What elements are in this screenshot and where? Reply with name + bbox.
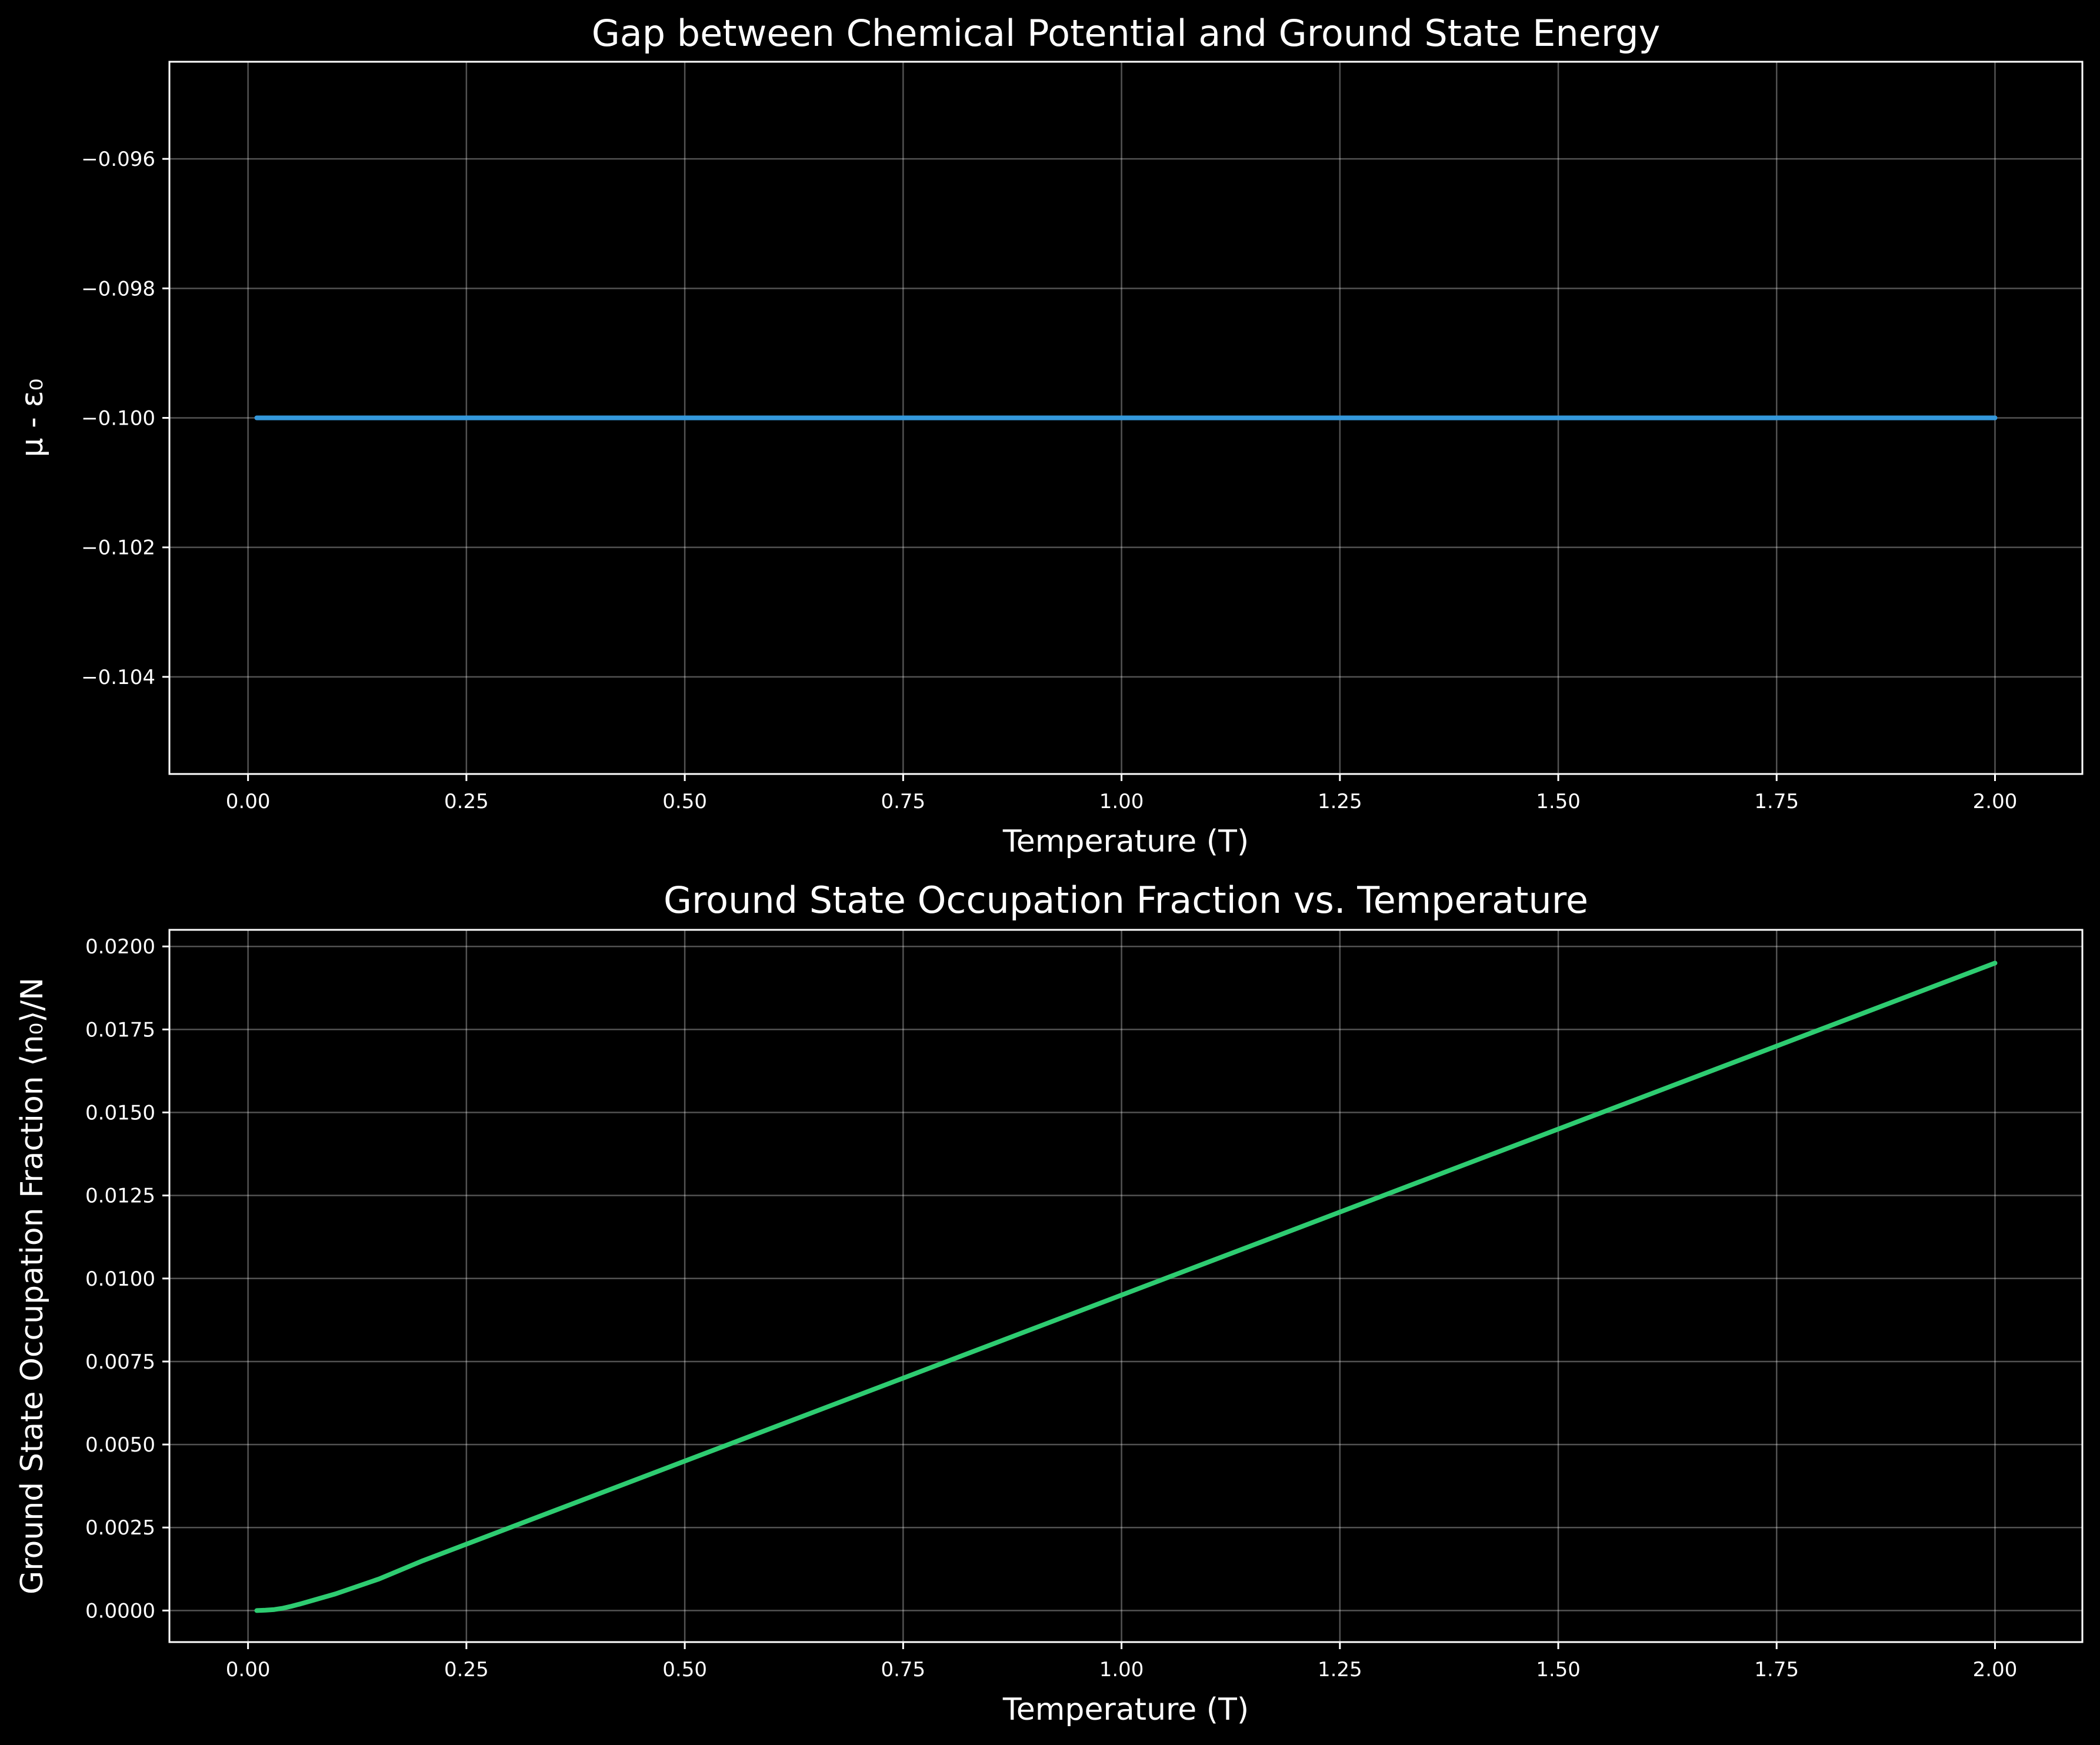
y-tick-label: 0.0200 [85, 935, 155, 959]
x-tick-label: 0.50 [662, 790, 707, 813]
x-axis-label-top: Temperature (T) [1002, 824, 1249, 859]
x-tick-label: 1.75 [1754, 1658, 1799, 1681]
series-bottom [254, 960, 1998, 1613]
x-tick-label: 2.00 [1973, 1658, 2018, 1681]
grid-bottom [169, 930, 2082, 1642]
x-tick-label: 0.50 [662, 1658, 707, 1681]
y-tick-label: −0.100 [81, 407, 155, 431]
y-tick-label: 0.0025 [85, 1516, 155, 1540]
x-tick-label: 1.75 [1754, 790, 1799, 813]
ticks-top: 0.00 0.25 0.50 0.75 1.00 1.25 1.50 1.75 2.00 −0.0… [81, 148, 2017, 813]
y-tick-label: 0.0175 [85, 1018, 155, 1042]
x-tick-label: 1.25 [1318, 1658, 1362, 1681]
y-tick-label: 0.0000 [85, 1599, 155, 1623]
y-tick-label: −0.096 [81, 148, 155, 171]
y-tick-label: 0.0075 [85, 1350, 155, 1374]
chart-bottom: 0.00 0.25 0.50 0.75 1.00 1.25 1.50 1.75 2.00 0.00… [15, 879, 2084, 1727]
x-axis-label-bottom: Temperature (T) [1002, 1692, 1249, 1727]
x-tick-label: 0.00 [226, 1658, 271, 1681]
series-line [254, 960, 1998, 1613]
y-tick-label: −0.104 [81, 666, 155, 689]
x-tick-label: 1.00 [1099, 790, 1144, 813]
y-tick-label: 0.0150 [85, 1102, 155, 1125]
x-tick-label: 0.25 [444, 1658, 489, 1681]
x-tick-label: 0.25 [444, 790, 489, 813]
x-tick-label: 1.00 [1099, 1658, 1144, 1681]
y-tick-label: 0.0125 [85, 1185, 155, 1208]
x-tick-label: 0.00 [226, 790, 271, 813]
x-tick-label: 1.50 [1536, 790, 1581, 813]
ticks-bottom: 0.00 0.25 0.50 0.75 1.00 1.25 1.50 1.75 2.00 0.00… [85, 935, 2017, 1681]
x-tick-label: 0.75 [881, 1658, 925, 1681]
chart-title-bottom: Ground State Occupation Fraction vs. Tem… [664, 879, 1588, 922]
x-tick-label: 1.50 [1536, 1658, 1581, 1681]
chart-top: 0.00 0.25 0.50 0.75 1.00 1.25 1.50 1.75 2.00 −0.0… [15, 12, 2084, 859]
y-tick-label: −0.102 [81, 536, 155, 560]
y-axis-label-bottom: Ground State Occupation Fraction ⟨n₀⟩/N [15, 977, 50, 1594]
y-tick-label: 0.0050 [85, 1433, 155, 1457]
x-tick-label: 2.00 [1973, 790, 2018, 813]
x-tick-label: 1.25 [1318, 790, 1362, 813]
y-tick-label: −0.098 [81, 277, 155, 301]
x-tick-label: 0.75 [881, 790, 925, 813]
y-tick-label: 0.0100 [85, 1267, 155, 1291]
plot-frame-bottom [168, 929, 2084, 1643]
chart-title-top: Gap between Chemical Potential and Groun… [592, 12, 1661, 55]
y-axis-label-top: μ - ε₀ [15, 379, 50, 458]
